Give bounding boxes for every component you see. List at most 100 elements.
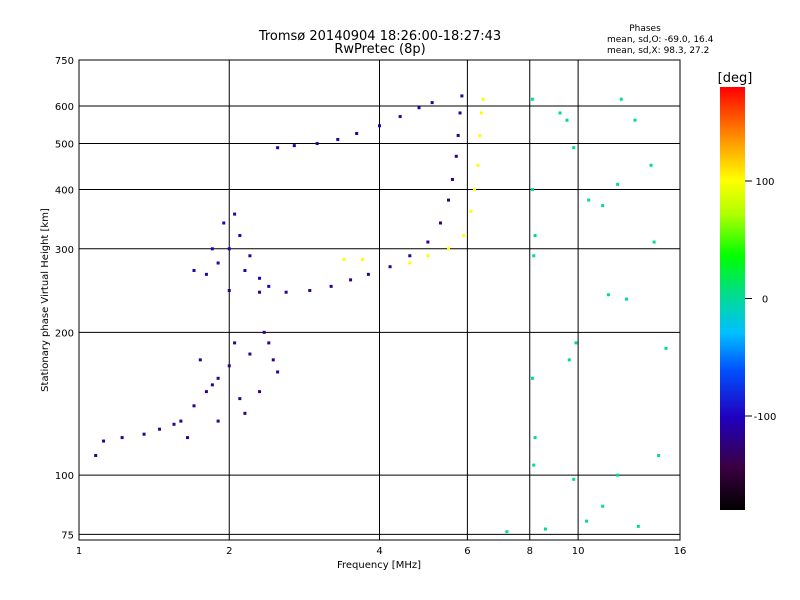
data-point bbox=[454, 154, 458, 158]
phase-heading: Phases bbox=[629, 24, 661, 34]
data-point bbox=[616, 473, 620, 477]
colorbar bbox=[720, 87, 745, 510]
y-tick-label: 400 bbox=[55, 186, 74, 197]
data-point bbox=[460, 94, 464, 98]
data-point bbox=[430, 101, 434, 105]
data-point bbox=[533, 436, 537, 440]
data-point bbox=[587, 198, 591, 202]
data-point bbox=[572, 146, 576, 150]
x-tick-label: 10 bbox=[572, 546, 585, 557]
data-point bbox=[248, 254, 252, 258]
data-point bbox=[233, 212, 237, 216]
data-point bbox=[172, 422, 176, 426]
y-tick-label: 500 bbox=[55, 140, 74, 151]
data-point bbox=[476, 163, 480, 167]
phase-mean-x: mean, sd,X: 98.3, 27.2 bbox=[607, 46, 709, 56]
data-point bbox=[450, 177, 454, 181]
data-point bbox=[439, 221, 443, 225]
y-tick-label: 75 bbox=[61, 530, 74, 541]
data-point bbox=[243, 269, 247, 273]
data-point bbox=[408, 254, 412, 258]
data-point bbox=[616, 182, 620, 186]
data-point bbox=[456, 133, 460, 137]
data-point bbox=[142, 432, 146, 436]
data-point bbox=[271, 358, 275, 362]
chart-subtitle: RwPretec (8p) bbox=[334, 42, 425, 57]
data-point bbox=[469, 209, 473, 213]
data-point bbox=[276, 370, 280, 374]
data-point bbox=[530, 188, 534, 192]
data-point bbox=[408, 261, 412, 265]
data-point bbox=[336, 137, 340, 141]
data-point bbox=[158, 427, 162, 431]
colorbar-tick-label: -100 bbox=[754, 412, 777, 423]
axis-ticks: 1 2 4 6 8 10 16 75 100 200 300 400 500 600 750 bbox=[55, 56, 686, 557]
data-point bbox=[204, 390, 208, 394]
data-point bbox=[258, 390, 262, 394]
data-point bbox=[204, 272, 208, 276]
data-point bbox=[505, 530, 509, 534]
data-point bbox=[262, 330, 266, 334]
data-point bbox=[572, 477, 576, 481]
data-point bbox=[558, 111, 562, 115]
y-tick-label: 100 bbox=[55, 471, 74, 482]
data-point bbox=[258, 290, 262, 294]
data-point bbox=[543, 527, 547, 531]
data-point bbox=[342, 257, 346, 261]
data-point bbox=[574, 341, 578, 345]
data-points bbox=[94, 94, 668, 534]
data-point bbox=[481, 97, 485, 101]
data-point bbox=[478, 133, 482, 137]
data-point bbox=[120, 436, 124, 440]
data-point bbox=[349, 278, 353, 282]
x-tick-label: 2 bbox=[226, 546, 232, 557]
data-point bbox=[458, 111, 462, 115]
y-tick-label: 600 bbox=[55, 102, 74, 113]
data-point bbox=[664, 346, 668, 350]
data-point bbox=[447, 247, 451, 251]
colorbar-tick-label: 100 bbox=[755, 177, 774, 188]
data-point bbox=[426, 240, 430, 244]
data-point bbox=[315, 142, 319, 146]
phase-mean-o: mean, sd,O: -69.0, 16.4 bbox=[607, 35, 714, 45]
data-point bbox=[532, 463, 536, 467]
data-point bbox=[585, 519, 589, 523]
data-point bbox=[398, 115, 402, 119]
data-point bbox=[606, 293, 610, 297]
data-point bbox=[238, 233, 242, 237]
data-point bbox=[378, 124, 381, 128]
data-point bbox=[238, 397, 242, 401]
data-point bbox=[601, 504, 605, 508]
data-point bbox=[388, 265, 392, 269]
data-point bbox=[649, 163, 653, 167]
data-point bbox=[216, 376, 220, 380]
data-point bbox=[636, 524, 640, 528]
data-point bbox=[417, 106, 421, 110]
data-point bbox=[267, 341, 271, 345]
data-point bbox=[192, 269, 196, 273]
data-point bbox=[210, 383, 214, 387]
colorbar-tick-label: 0 bbox=[762, 295, 768, 306]
data-point bbox=[276, 146, 280, 150]
data-point bbox=[657, 454, 661, 458]
data-point bbox=[532, 254, 536, 258]
data-point bbox=[192, 404, 196, 408]
data-point bbox=[179, 419, 183, 423]
data-point bbox=[102, 439, 106, 443]
data-point bbox=[258, 276, 262, 280]
x-axis-label: Frequency [MHz] bbox=[337, 560, 421, 571]
data-point bbox=[227, 247, 231, 251]
data-point bbox=[227, 289, 231, 293]
x-tick-label: 1 bbox=[76, 546, 82, 557]
y-tick-label: 300 bbox=[55, 245, 74, 256]
data-point bbox=[447, 198, 451, 202]
data-point bbox=[248, 352, 252, 356]
data-point bbox=[366, 272, 370, 276]
data-point bbox=[567, 358, 571, 362]
y-axis-label: Stationary phase Virtual Height [km] bbox=[40, 208, 51, 392]
data-point bbox=[624, 297, 628, 301]
grid-lines bbox=[79, 60, 680, 540]
data-point bbox=[222, 221, 226, 225]
chart-title: Tromsø 20140904 18:26:00-18:27:43 bbox=[258, 29, 501, 44]
data-point bbox=[292, 144, 296, 148]
